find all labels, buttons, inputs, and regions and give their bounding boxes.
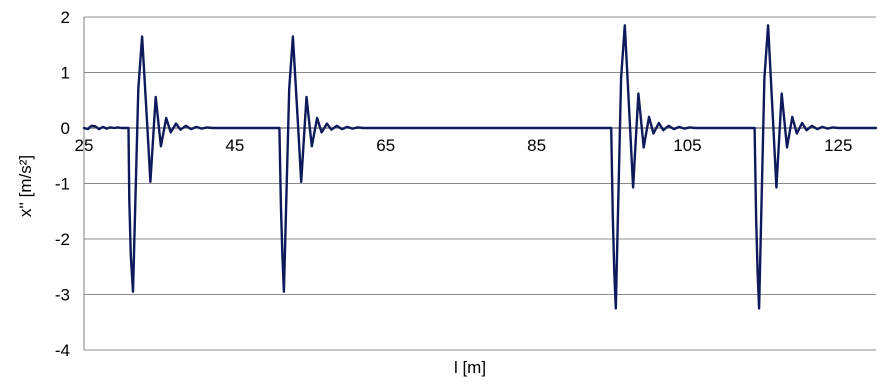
x-tick-label: 25 <box>75 136 94 155</box>
x-tick-label: 105 <box>673 136 701 155</box>
y-tick-labels: 2 1 0 -1 -2 -3 -4 <box>55 8 70 360</box>
y-tick-label: 2 <box>61 8 70 27</box>
y-axis-title: x'' [m/s²] <box>16 155 35 217</box>
y-tick-label: 0 <box>61 119 70 138</box>
y-tick-label: 1 <box>61 64 70 83</box>
x-tick-label: 85 <box>527 136 546 155</box>
y-tick-label: -2 <box>55 230 70 249</box>
y-tick-label: -3 <box>55 286 70 305</box>
y-tick-label: -4 <box>55 341 70 360</box>
x-tick-label: 65 <box>376 136 395 155</box>
series-line <box>82 24 878 310</box>
x-axis-title: l [m] <box>454 358 486 377</box>
x-tick-label: 45 <box>225 136 244 155</box>
x-tick-label: 125 <box>824 136 852 155</box>
gridlines <box>84 16 876 351</box>
x-tick-labels: 25 45 65 85 105 125 <box>75 136 853 155</box>
series-group <box>82 24 878 310</box>
y-tick-label: -1 <box>55 175 70 194</box>
